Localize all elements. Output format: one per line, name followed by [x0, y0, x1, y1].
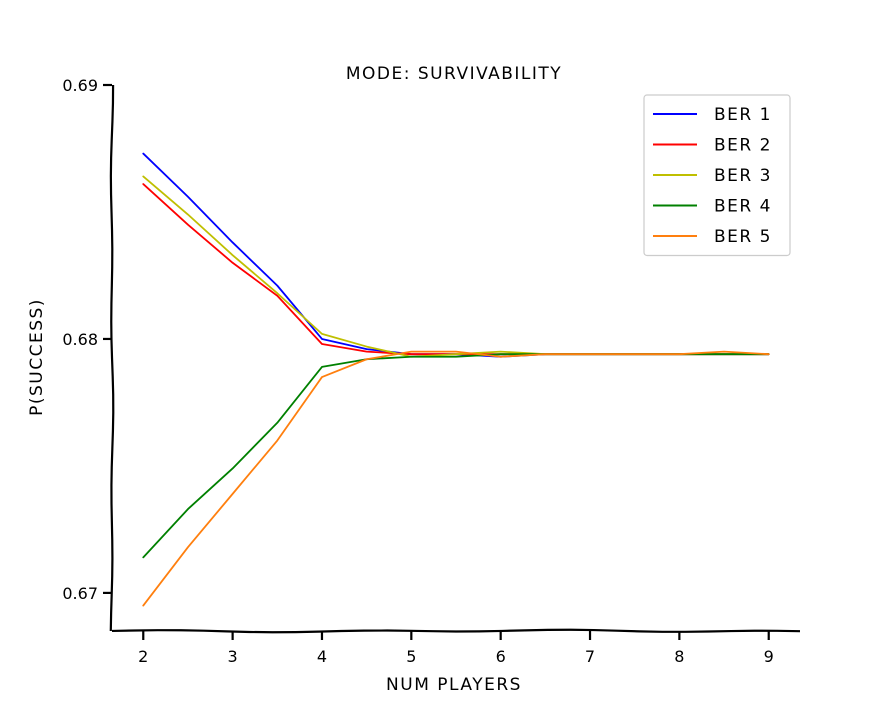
x-axis-label: NUM PLAYERS — [386, 675, 522, 695]
y-tick-label: 0.68 — [62, 330, 98, 349]
x-axis-line — [111, 628, 801, 634]
y-axis-label: P(SUCCESS) — [27, 298, 47, 416]
x-tick-label: 2 — [138, 647, 148, 666]
y-tick-label: 0.69 — [62, 76, 98, 95]
legend-label: BER 3 — [714, 166, 772, 186]
x-tick-label: 4 — [317, 647, 327, 666]
legend-label: BER 5 — [714, 227, 772, 247]
plot-lines — [142, 152, 770, 607]
x-tick-label: 9 — [764, 647, 774, 666]
x-tick-label: 7 — [585, 647, 595, 666]
y-axis-line — [109, 84, 115, 632]
series-line-5 — [142, 350, 770, 607]
axes — [109, 84, 801, 634]
chart-title: MODE: SURVIVABILITY — [346, 64, 562, 84]
legend-label: BER 4 — [714, 197, 772, 217]
legend-box — [643, 94, 791, 257]
x-tick-label: 6 — [496, 647, 506, 666]
x-tick-label: 3 — [228, 647, 238, 666]
x-tick-label: 8 — [674, 647, 684, 666]
legend-label: BER 1 — [714, 105, 772, 125]
legend: BER 1 BER 2 BER 3 BER 4 BER 5 — [643, 94, 791, 257]
x-tick-label: 5 — [406, 647, 416, 666]
ticks: 2 3 4 5 6 7 8 9 0.67 0.68 0.69 — [62, 76, 773, 666]
legend-label: BER 2 — [714, 136, 772, 156]
y-tick-label: 0.67 — [62, 584, 98, 603]
series-line-4 — [142, 353, 770, 559]
